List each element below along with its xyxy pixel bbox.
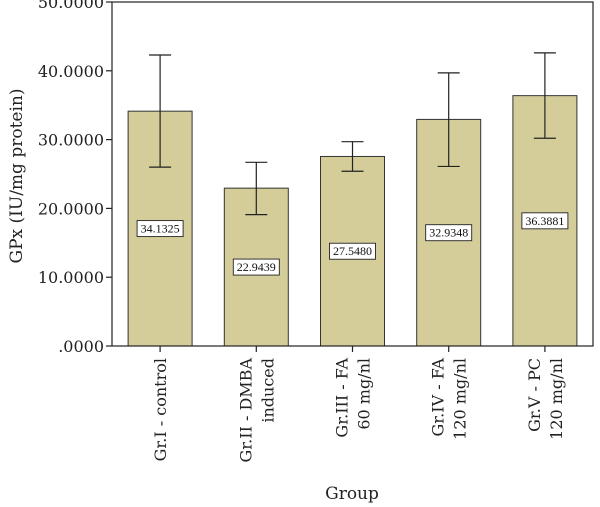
category-label: Gr.III - FA	[333, 358, 352, 438]
category-label: Gr.V - PC	[525, 358, 544, 432]
y-tick-label: 30.0000	[38, 131, 104, 150]
category-label: induced	[258, 358, 277, 423]
category-label: Gr.I - control	[151, 358, 170, 461]
data-label-box	[136, 220, 184, 238]
y-tick-label: 40.0000	[38, 62, 104, 81]
y-tick-label: 10.0000	[38, 268, 104, 287]
y-tick-label: 50.0000	[38, 0, 104, 12]
data-label: 22.9439	[237, 260, 276, 274]
category-label: 60 mg/nl	[355, 358, 374, 430]
data-label-box	[521, 212, 569, 230]
data-label-box	[232, 258, 280, 276]
y-tick-label: .0000	[58, 337, 104, 356]
x-axis: Gr.I - control Gr.II - DMBA induced Gr.III …	[151, 346, 566, 463]
y-axis: .0000 10.0000 20.0000 30.0000 40.0000 50.0000	[38, 0, 112, 356]
category-label: Gr.IV - FA	[429, 358, 448, 437]
data-label: 34.1325	[141, 222, 180, 236]
bars: 34.1325 22.9439 27.5480 32.9348 36.3881	[127, 52, 578, 347]
data-label-box	[425, 224, 473, 242]
category-label: 120 mg/nl	[547, 358, 566, 440]
data-label: 36.3881	[525, 214, 564, 228]
y-axis-title: GPx (IU/mg protein)	[7, 89, 27, 264]
data-label: 32.9348	[429, 226, 468, 240]
data-label: 27.5480	[333, 244, 372, 258]
category-label: 120 mg/nl	[451, 358, 470, 440]
plot-frame	[111, 1, 594, 347]
data-label-box	[329, 242, 376, 260]
category-label: Gr.II - DMBA	[236, 358, 255, 463]
x-axis-title: Group	[325, 484, 379, 504]
y-tick-label: 20.0000	[38, 199, 104, 218]
